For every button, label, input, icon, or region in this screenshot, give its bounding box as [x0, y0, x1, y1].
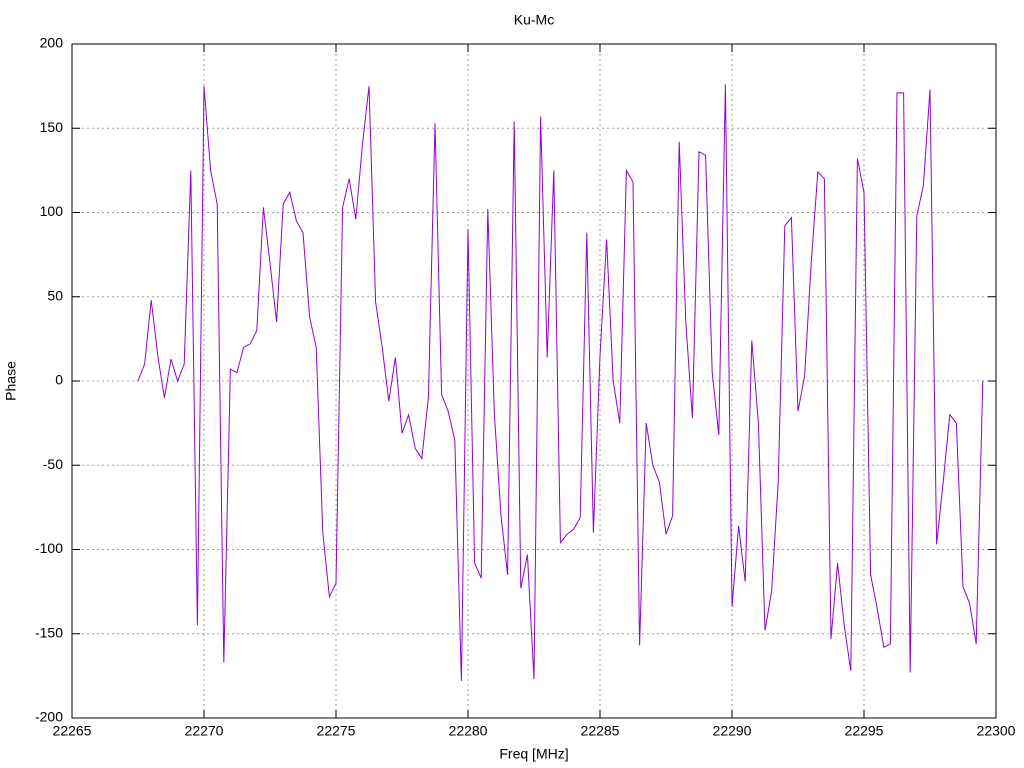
y-tick-label: 200 [40, 35, 64, 51]
x-tick-label: 22275 [317, 723, 356, 739]
x-axis-label: Freq [MHz] [499, 746, 568, 762]
x-tick-label: 22295 [845, 723, 884, 739]
y-tick-label: 50 [47, 287, 63, 303]
x-tick-label: 22265 [53, 723, 92, 739]
y-tick-label: 0 [55, 372, 63, 388]
x-tick-label: 22300 [977, 723, 1016, 739]
y-tick-label: 150 [40, 119, 64, 135]
x-tick-label: 22280 [449, 723, 488, 739]
plot-border [71, 43, 997, 719]
y-axis-label: Phase [3, 361, 19, 401]
data-line [137, 84, 984, 681]
y-tick-label: -200 [35, 709, 63, 725]
y-tick-label: 100 [40, 203, 64, 219]
y-tick-label: -150 [35, 624, 63, 640]
y-tick-label: -100 [35, 540, 63, 556]
x-tick-label: 22270 [185, 723, 224, 739]
x-tick-label: 22285 [581, 723, 620, 739]
x-tick-label: 22290 [713, 723, 752, 739]
y-tick-label: -50 [43, 456, 63, 472]
chart-title: Ku-Mc [514, 12, 554, 28]
